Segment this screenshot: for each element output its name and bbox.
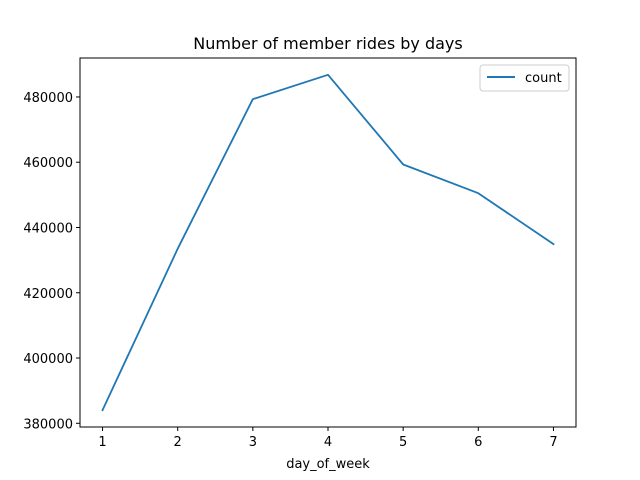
y-tick-label: 440000 bbox=[23, 221, 73, 236]
x-axis-label: day_of_week bbox=[286, 457, 370, 472]
legend-label: count bbox=[525, 71, 562, 86]
x-tick-label: 6 bbox=[474, 435, 482, 450]
plot-area bbox=[80, 58, 576, 427]
series-line-count bbox=[101, 73, 555, 412]
y-axis-ticks: 380000 400000 420000 440000 460000 480000 bbox=[23, 91, 80, 432]
series-lines bbox=[101, 73, 555, 412]
x-tick-label: 7 bbox=[549, 435, 557, 450]
x-tick-label: 4 bbox=[324, 435, 332, 450]
y-tick-label: 460000 bbox=[23, 156, 73, 171]
legend-box bbox=[479, 64, 570, 92]
y-tick-label: 380000 bbox=[23, 417, 73, 432]
x-axis-ticks: 1 2 3 4 5 6 7 bbox=[98, 427, 558, 450]
chart-title: Number of member rides by days bbox=[193, 34, 462, 53]
y-tick-label: 420000 bbox=[23, 287, 73, 302]
y-tick-label: 480000 bbox=[23, 91, 73, 106]
y-tick-label: 400000 bbox=[23, 352, 73, 367]
plot-frame bbox=[79, 57, 577, 428]
x-tick-label: 1 bbox=[98, 435, 106, 450]
x-tick-label: 2 bbox=[174, 435, 182, 450]
legend: count bbox=[479, 64, 570, 92]
x-tick-label: 3 bbox=[249, 435, 257, 450]
x-tick-label: 5 bbox=[399, 435, 407, 450]
